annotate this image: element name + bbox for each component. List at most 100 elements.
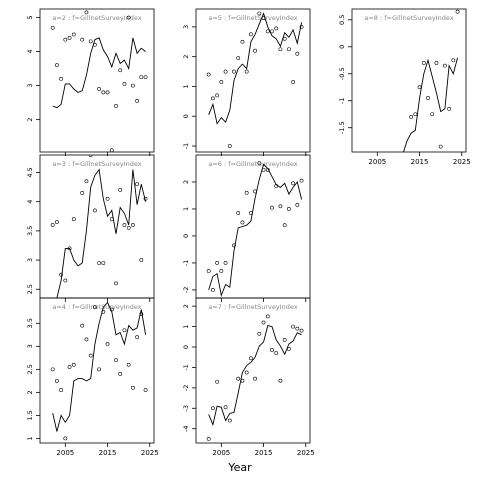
y-tick-label: 3 <box>26 258 34 262</box>
data-point <box>240 220 245 225</box>
data-point <box>114 104 118 108</box>
data-point <box>274 351 279 356</box>
data-point <box>240 39 245 44</box>
data-point <box>67 36 72 40</box>
y-tick-label: 3 <box>26 344 34 348</box>
y-tick-label: -2 <box>182 287 190 293</box>
data-point <box>409 115 414 119</box>
x-tick-label: 2005 <box>368 158 386 166</box>
data-point <box>54 63 59 68</box>
data-point <box>118 188 123 192</box>
data-point <box>286 347 291 351</box>
data-point <box>210 406 215 411</box>
data-point <box>244 370 249 375</box>
y-tick-label: -1 <box>182 260 190 266</box>
data-point <box>122 223 127 227</box>
data-point <box>206 437 211 441</box>
data-point <box>244 190 249 195</box>
data-point <box>236 56 241 61</box>
panel-title: a=3 : f=GillnetSurveyIndex <box>52 160 141 168</box>
data-point <box>139 312 144 317</box>
data-point <box>143 75 148 79</box>
data-point <box>118 68 123 73</box>
y-tick-label: -4 <box>182 425 190 431</box>
y-tick-label: 2 <box>26 118 34 122</box>
data-point <box>210 96 215 101</box>
data-point <box>227 418 232 423</box>
panel-title: a=2 : f=GillnetSurveyIndex <box>52 14 141 22</box>
y-tick-label: -1 <box>182 364 190 370</box>
data-point <box>105 342 110 346</box>
panel-title: a=8 : f=GillnetSurveyIndex <box>364 14 453 22</box>
x-tick-label: 2005 <box>212 449 230 457</box>
y-tick-label: 2.5 <box>26 284 34 294</box>
data-point <box>71 217 76 222</box>
y-tick-label: -1.5 <box>338 121 346 134</box>
data-point <box>278 47 283 52</box>
data-point <box>63 436 68 441</box>
data-point <box>92 305 97 310</box>
y-tick-label: 2 <box>26 390 34 394</box>
data-point <box>291 80 296 84</box>
data-point <box>299 328 304 333</box>
data-point <box>244 69 249 74</box>
data-point <box>88 353 93 358</box>
panel-2: a=5 : f=GillnetSurveyIndex -1 0 1 2 3 <box>182 8 311 156</box>
data-point <box>139 75 144 79</box>
data-point <box>299 24 304 29</box>
data-point <box>88 155 93 157</box>
data-point <box>135 182 140 187</box>
data-point <box>253 189 258 194</box>
data-point <box>105 196 110 201</box>
data-point <box>434 61 439 65</box>
data-point <box>80 37 85 42</box>
panel-3: a=8 : f=GillnetSurveyIndex -1.5 -1 -0.5 0 0.5… <box>338 8 471 166</box>
data-point <box>50 367 55 372</box>
data-point <box>143 388 148 392</box>
data-point <box>417 85 422 90</box>
data-point <box>126 15 131 20</box>
y-tick-label: 5 <box>26 15 34 19</box>
data-point <box>130 83 135 88</box>
data-point <box>109 217 114 222</box>
x-tick-label: 2015 <box>99 449 117 457</box>
series-line <box>56 168 147 298</box>
data-point <box>451 58 456 63</box>
data-point <box>101 261 106 265</box>
panel-frame <box>39 8 155 153</box>
y-tick-label: 1 <box>26 436 34 440</box>
data-point <box>135 335 140 340</box>
series-line <box>208 325 302 427</box>
data-point <box>88 39 93 44</box>
data-point <box>421 61 426 65</box>
y-tick-label: 4.5 <box>26 167 34 177</box>
x-tick-label: 2025 <box>297 449 315 457</box>
data-point <box>261 16 266 20</box>
data-point <box>438 144 443 149</box>
data-point <box>139 258 144 262</box>
data-point <box>143 196 148 201</box>
data-point <box>109 307 114 312</box>
data-point <box>92 42 97 47</box>
data-point <box>84 337 89 342</box>
panel-1: a=2 : f=GillnetSurveyIndex 2 3 4 5 <box>26 8 155 156</box>
y-tick-label: -3 <box>182 405 190 411</box>
data-point <box>248 356 253 361</box>
data-point <box>223 405 228 410</box>
y-tick-label: -1 <box>338 97 346 103</box>
panel-6: a=4 : f=GillnetSurveyIndex 1 1.5 2 2.5 3 3.5 20… <box>26 297 159 457</box>
data-point <box>71 362 76 367</box>
y-tick-label: -1 <box>182 143 190 149</box>
series-line <box>52 301 147 432</box>
data-point <box>286 47 291 52</box>
data-point <box>257 161 262 165</box>
y-tick-label: -0.5 <box>338 67 346 80</box>
data-point <box>80 191 85 195</box>
data-point <box>232 69 236 74</box>
panel-frame <box>351 8 467 153</box>
data-point <box>59 272 64 277</box>
data-point <box>261 320 266 325</box>
data-point <box>63 37 68 42</box>
series-line <box>208 163 303 297</box>
data-point <box>270 348 274 352</box>
